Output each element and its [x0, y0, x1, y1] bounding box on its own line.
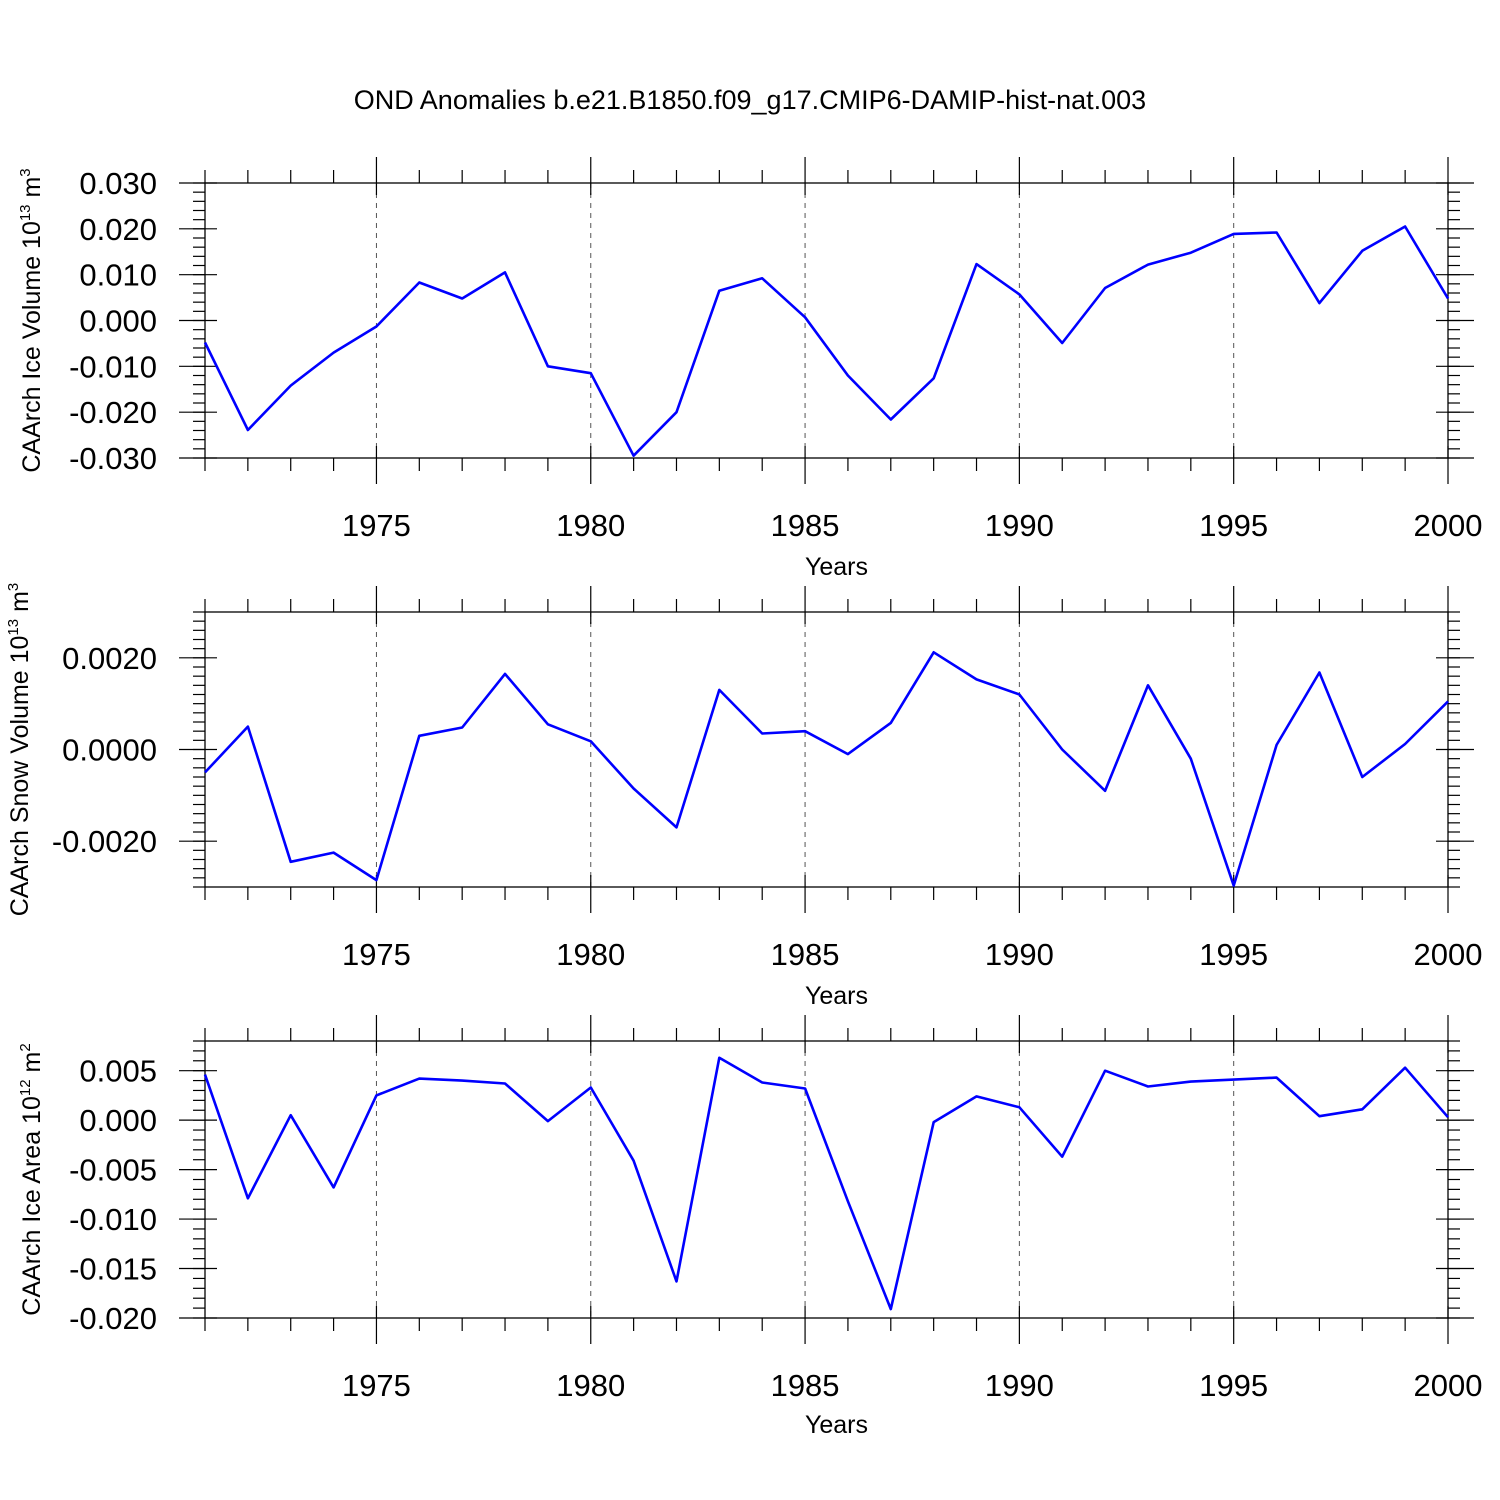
y-axis-title: CAArch Snow Volume 1013 m3: [5, 583, 34, 917]
x-tick-label: 1995: [1199, 508, 1268, 543]
y-tick-label: -0.010: [69, 349, 157, 384]
x-axis-title: Years: [805, 982, 868, 1010]
y-tick-label: 0.010: [79, 258, 157, 293]
y-tick-label: 0.0020: [62, 641, 157, 676]
x-tick-label: 1985: [771, 937, 840, 972]
plot-frame: [204, 611, 1449, 888]
chart-title: OND Anomalies b.e21.B1850.f09_g17.CMIP6-…: [354, 85, 1146, 115]
y-tick-label: -0.020: [69, 1301, 157, 1336]
y-tick-label: 0.000: [79, 304, 157, 339]
x-tick-label: 1985: [771, 508, 840, 543]
x-axis-title: Years: [805, 553, 868, 581]
y-tick-label: 0.000: [79, 1103, 157, 1138]
panel-ice-area: -0.020 -0.015 -0.010 -0.005 0.000 0.005 1975 19…: [17, 1015, 1482, 1439]
x-axis-title: Years: [805, 1411, 868, 1439]
y-tick-label: -0.030: [69, 441, 157, 476]
x-tick-label: 1980: [556, 1368, 625, 1403]
x-tick-label: 1980: [556, 937, 625, 972]
y-tick-label: -0.0020: [52, 824, 157, 859]
series-line: [203, 225, 1450, 458]
y-tick-label: -0.020: [69, 395, 157, 430]
x-tick-label: 1990: [985, 937, 1054, 972]
x-tick-label: 2000: [1414, 937, 1483, 972]
series-line: [203, 1056, 1449, 1311]
y-tick-label: 0.0000: [62, 733, 157, 768]
y-tick-label: -0.010: [69, 1202, 157, 1237]
plot-frame: [204, 1040, 1449, 1319]
y-tick-label: -0.005: [69, 1153, 157, 1188]
x-tick-label: 1990: [985, 508, 1054, 543]
y-tick-label: 0.005: [79, 1054, 157, 1089]
series-line: [204, 650, 1449, 887]
x-tick-label: 1985: [771, 1368, 840, 1403]
y-axis-title: CAArch Ice Volume 1013 m3: [17, 168, 46, 472]
y-tick-label: 0.020: [79, 212, 157, 247]
x-tick-label: 1995: [1199, 1368, 1268, 1403]
x-tick-label: 2000: [1414, 1368, 1483, 1403]
y-tick-label: -0.015: [69, 1252, 157, 1287]
plot-frame: [204, 182, 1449, 459]
x-tick-label: 2000: [1414, 508, 1483, 543]
x-tick-label: 1980: [556, 508, 625, 543]
x-tick-label: 1990: [985, 1368, 1054, 1403]
x-tick-label: 1975: [342, 937, 411, 972]
panel-snow-volume: -0.0020 0.0000 0.0020 1975 1980 1985 1990 1995 2…: [5, 583, 1482, 1010]
panel-ice-volume: -0.030 -0.020 -0.010 0.000 0.010 0.020 0.030 19…: [17, 157, 1482, 581]
x-tick-label: 1995: [1199, 937, 1268, 972]
y-tick-label: 0.030: [79, 166, 157, 201]
x-tick-label: 1975: [342, 1368, 411, 1403]
x-tick-label: 1975: [342, 508, 411, 543]
y-axis-title: CAArch Ice Area 1012 m2: [17, 1043, 46, 1315]
